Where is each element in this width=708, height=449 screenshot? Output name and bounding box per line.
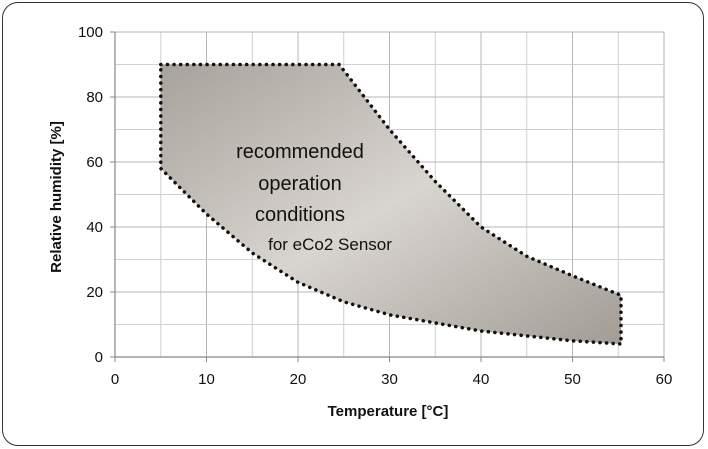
x-tick-label: 20 bbox=[290, 371, 307, 388]
x-tick-label: 60 bbox=[656, 371, 673, 388]
tick-labels: 0 10 20 30 40 50 60 0 20 40 60 80 100 bbox=[78, 24, 672, 388]
x-tick-label: 10 bbox=[198, 371, 215, 388]
region-label-line-3: conditions bbox=[255, 204, 345, 226]
y-tick-label: 0 bbox=[95, 349, 103, 366]
y-tick-label: 60 bbox=[86, 154, 103, 171]
x-tick-label: 50 bbox=[564, 371, 581, 388]
region-label: recommended operation conditions for eCo… bbox=[236, 141, 392, 254]
y-tick-label: 20 bbox=[86, 284, 103, 301]
x-tick-label: 30 bbox=[381, 371, 398, 388]
x-axis-title: Temperature [°C] bbox=[328, 403, 449, 420]
y-tick-label: 80 bbox=[86, 89, 103, 106]
operating-region bbox=[159, 62, 623, 346]
y-axis-title: Relative humidity [%] bbox=[48, 121, 65, 273]
x-tick-label: 0 bbox=[111, 371, 119, 388]
x-tick-label: 40 bbox=[473, 371, 490, 388]
operating-region-area bbox=[159, 62, 623, 346]
region-label-line-1: recommended bbox=[236, 141, 364, 163]
region-label-line-4: for eCo2 Sensor bbox=[268, 235, 392, 254]
y-tick-label: 100 bbox=[78, 24, 103, 41]
region-label-line-2: operation bbox=[258, 173, 341, 195]
y-tick-label: 40 bbox=[86, 219, 103, 236]
